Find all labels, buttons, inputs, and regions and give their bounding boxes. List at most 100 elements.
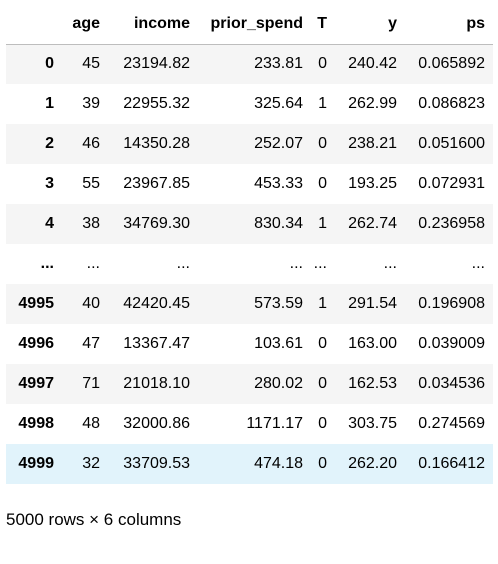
cell-y: ... xyxy=(383,255,397,272)
cell-t: 0 xyxy=(318,135,327,152)
cell-age: 71 xyxy=(82,375,100,392)
cell-ps: 0.039009 xyxy=(418,335,485,352)
cell-age: 55 xyxy=(82,175,100,192)
cell-age: 39 xyxy=(82,95,100,112)
cell-prior-spend: 252.07 xyxy=(254,135,303,152)
column-header-age: age xyxy=(62,4,108,45)
row-index: 4997 xyxy=(18,375,54,392)
row-index: 4999 xyxy=(18,455,54,472)
cell-income: 34769.30 xyxy=(123,215,190,232)
cell-y: 262.99 xyxy=(348,95,397,112)
table-row: 4 38 34769.30 830.34 1 262.74 0.236958 xyxy=(6,204,493,244)
cell-age: ... xyxy=(86,255,100,272)
cell-y: 303.75 xyxy=(348,415,397,432)
cell-prior-spend: 280.02 xyxy=(254,375,303,392)
table-row: 4999 32 33709.53 474.18 0 262.20 0.166412 xyxy=(6,444,493,484)
cell-t: 0 xyxy=(318,455,327,472)
row-index: ... xyxy=(40,255,54,272)
cell-prior-spend: 103.61 xyxy=(254,335,303,352)
cell-prior-spend: 474.18 xyxy=(254,455,303,472)
table-row: 2 46 14350.28 252.07 0 238.21 0.051600 xyxy=(6,124,493,164)
cell-income: 21018.10 xyxy=(123,375,190,392)
cell-income: 14350.28 xyxy=(123,135,190,152)
cell-y: 193.25 xyxy=(348,175,397,192)
cell-y: 240.42 xyxy=(348,55,397,73)
column-header-income: income xyxy=(108,4,198,45)
cell-ps: ... xyxy=(471,255,485,272)
table-body: 0 45 23194.82 233.81 0 240.42 0.065892 1 39 22955… xyxy=(6,44,493,484)
index-header xyxy=(6,4,62,45)
cell-ps: 0.051600 xyxy=(418,135,485,152)
cell-y: 162.53 xyxy=(348,375,397,392)
cell-y: 262.20 xyxy=(348,455,397,472)
cell-income: ... xyxy=(176,255,190,272)
cell-income: 33709.53 xyxy=(123,455,190,472)
cell-t: 0 xyxy=(318,55,327,73)
cell-t: 1 xyxy=(318,95,327,112)
cell-t: 1 xyxy=(318,215,327,232)
cell-age: 38 xyxy=(82,215,100,232)
cell-t: 0 xyxy=(318,375,327,392)
cell-ps: 0.236958 xyxy=(418,215,485,232)
cell-prior-spend: 325.64 xyxy=(254,95,303,112)
cell-income: 32000.86 xyxy=(123,415,190,432)
row-index: 4995 xyxy=(18,295,54,312)
row-index: 3 xyxy=(45,175,54,192)
cell-income: 22955.32 xyxy=(123,95,190,112)
row-index: 2 xyxy=(45,135,54,152)
cell-age: 48 xyxy=(82,415,100,432)
cell-income: 23967.85 xyxy=(123,175,190,192)
cell-prior-spend: 453.33 xyxy=(254,175,303,192)
table-row: 4998 48 32000.86 1171.17 0 303.75 0.274569 xyxy=(6,404,493,444)
cell-ps: 0.086823 xyxy=(418,95,485,112)
cell-income: 13367.47 xyxy=(123,335,190,352)
table-row: 0 45 23194.82 233.81 0 240.42 0.065892 xyxy=(6,44,493,84)
cell-t: 0 xyxy=(318,415,327,432)
cell-y: 291.54 xyxy=(348,295,397,312)
table-row: 1 39 22955.32 325.64 1 262.99 0.086823 xyxy=(6,84,493,124)
table-row: 4997 71 21018.10 280.02 0 162.53 0.034536 xyxy=(6,364,493,404)
column-header-prior-spend: prior_spend xyxy=(198,4,311,45)
table-row: 4995 40 42420.45 573.59 1 291.54 0.196908 xyxy=(6,284,493,324)
cell-ps: 0.196908 xyxy=(418,295,485,312)
cell-prior-spend: ... xyxy=(289,255,303,272)
cell-prior-spend: 830.34 xyxy=(254,215,303,232)
table-row: 3 55 23967.85 453.33 0 193.25 0.072931 xyxy=(6,164,493,204)
row-index: 1 xyxy=(45,95,54,112)
cell-ps: 0.034536 xyxy=(418,375,485,392)
cell-ps: 0.065892 xyxy=(418,55,485,73)
row-index: 0 xyxy=(45,55,54,73)
table-row: ..................... xyxy=(6,244,493,284)
dataframe-table: age income prior_spend T y ps 0 45 23194.8… xyxy=(6,4,493,484)
cell-prior-spend: 1171.17 xyxy=(246,415,303,432)
table-shape-footer: 5000 rows × 6 columns xyxy=(6,510,182,529)
cell-y: 163.00 xyxy=(348,335,397,352)
cell-ps: 0.072931 xyxy=(418,175,485,192)
cell-y: 238.21 xyxy=(348,135,397,152)
cell-t: 0 xyxy=(318,335,327,352)
cell-ps: 0.274569 xyxy=(418,415,485,432)
table-row: 4996 47 13367.47 103.61 0 163.00 0.039009 xyxy=(6,324,493,364)
cell-t: ... xyxy=(313,255,327,272)
column-header-y: y xyxy=(335,4,405,45)
cell-income: 42420.45 xyxy=(123,295,190,312)
column-header-ps: ps xyxy=(405,4,493,45)
cell-age: 45 xyxy=(82,55,100,73)
cell-prior-spend: 233.81 xyxy=(254,55,303,73)
cell-age: 46 xyxy=(82,135,100,152)
row-index: 4996 xyxy=(18,335,54,352)
cell-t: 0 xyxy=(318,175,327,192)
row-index: 4998 xyxy=(18,415,54,432)
cell-age: 47 xyxy=(82,335,100,352)
cell-y: 262.74 xyxy=(348,215,397,232)
cell-age: 40 xyxy=(82,295,100,312)
column-header-t: T xyxy=(311,4,335,45)
cell-prior-spend: 573.59 xyxy=(254,295,303,312)
cell-ps: 0.166412 xyxy=(418,455,485,472)
header-row: age income prior_spend T y ps xyxy=(6,4,493,45)
cell-t: 1 xyxy=(318,295,327,312)
row-index: 4 xyxy=(45,215,54,232)
cell-income: 23194.82 xyxy=(123,55,190,73)
table-header: age income prior_spend T y ps xyxy=(6,4,493,45)
